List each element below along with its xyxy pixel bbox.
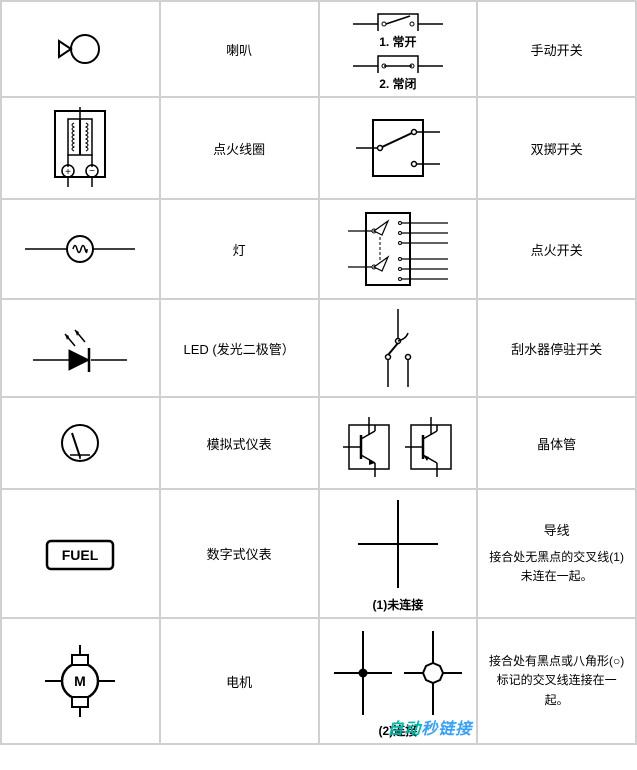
motor-icon: M — [35, 641, 125, 721]
label-cell-wire-desc2: 接合处有黑点或八角形(○)标记的交叉线连接在一起。 — [477, 618, 636, 744]
symbol-cell-ignition-coil: + − — [1, 97, 160, 199]
symbol-cell-manual-switch: 1. 常开 2. 常闭 — [319, 1, 478, 97]
symbol-cell-wire-unconnected: (1)未连接 — [319, 489, 478, 618]
led-icon — [25, 318, 135, 378]
label-cell-wiper-switch: 刮水器停驻开关 — [477, 299, 636, 397]
label-cell-spdt: 双掷开关 — [477, 97, 636, 199]
symbol-table: 喇叭 1. 常开 2. 常闭 手动开关 — [0, 0, 637, 745]
digital-meter-icon: FUEL — [35, 529, 125, 579]
label-cell-horn: 喇叭 — [160, 1, 319, 97]
caption-open: 1. 常开 — [379, 33, 416, 50]
symbol-cell-spdt — [319, 97, 478, 199]
ignition-switch-icon — [338, 205, 458, 293]
ignition-coil-icon: + − — [40, 103, 120, 193]
svg-text:−: − — [89, 166, 95, 177]
caption-unconnected: (1)未连接 — [373, 596, 424, 613]
symbol-cell-lamp — [1, 199, 160, 299]
label-cell-wire-desc1: 导线 接合处无黑点的交叉线(1)未连在一起。 — [477, 489, 636, 618]
symbol-cell-digital-meter: FUEL — [1, 489, 160, 618]
lamp-icon — [20, 224, 140, 274]
switch-open-icon — [348, 6, 448, 31]
symbol-cell-wire-connected: (2)连接 自动秒链接 — [319, 618, 478, 744]
wiper-park-switch-icon — [358, 305, 438, 391]
watermark-part2: 秒链接 — [421, 721, 472, 738]
label-cell-led: LED (发光二极管） — [160, 299, 319, 397]
svg-text:+: + — [65, 167, 71, 178]
label-cell-digital-meter: 数字式仪表 — [160, 489, 319, 618]
caption-closed: 2. 常闭 — [379, 75, 416, 92]
analog-meter-icon — [50, 413, 110, 473]
label-text: 电机 — [226, 672, 252, 691]
label-cell-lamp: 灯 — [160, 199, 319, 299]
label-text: 喇叭 — [226, 40, 252, 59]
label-cell-analog-meter: 模拟式仪表 — [160, 397, 319, 489]
label-text: 点火线圈 — [213, 139, 265, 158]
label-text: LED (发光二极管） — [184, 339, 295, 358]
label-cell-ignition-coil: 点火线圈 — [160, 97, 319, 199]
horn-icon — [45, 19, 115, 79]
label-text: 数字式仪表 — [207, 544, 272, 563]
label-text: 灯 — [233, 240, 246, 259]
svg-text:M: M — [75, 673, 87, 689]
wire-cross-unconnected-icon — [348, 494, 448, 594]
label-text: 手动开关 — [531, 40, 583, 59]
transistor-icon — [333, 408, 463, 478]
label-cell-transistor: 晶体管 — [477, 397, 636, 489]
symbol-cell-wiper-switch — [319, 299, 478, 397]
symbol-cell-horn — [1, 1, 160, 97]
label-cell-ignition-switch: 点火开关 — [477, 199, 636, 299]
symbol-cell-ignition-switch — [319, 199, 478, 299]
label-cell-manual-switch: 手动开关 — [477, 1, 636, 97]
wire-cross-connected-icon — [328, 623, 468, 720]
wire-title: 导线 — [486, 521, 627, 542]
caption-connected: (2)连接 — [379, 722, 418, 739]
symbol-cell-motor: M — [1, 618, 160, 744]
svg-text:FUEL: FUEL — [62, 547, 99, 563]
symbol-cell-analog-meter — [1, 397, 160, 489]
switch-closed-icon — [348, 50, 448, 73]
symbol-cell-transistor — [319, 397, 478, 489]
wire-desc-text: 接合处有黑点或八角形(○)标记的交叉线连接在一起。 — [482, 650, 631, 712]
label-text: 双掷开关 — [531, 139, 583, 158]
label-text: 模拟式仪表 — [207, 434, 272, 453]
spdt-switch-icon — [348, 108, 448, 188]
label-text: 点火开关 — [531, 240, 583, 259]
wire-desc-text: 接合处无黑点的交叉线(1)未连在一起。 — [486, 548, 627, 586]
label-text: 晶体管 — [537, 434, 576, 453]
symbol-cell-led — [1, 299, 160, 397]
label-text: 刮水器停驻开关 — [511, 339, 602, 358]
label-cell-motor: 电机 — [160, 618, 319, 744]
